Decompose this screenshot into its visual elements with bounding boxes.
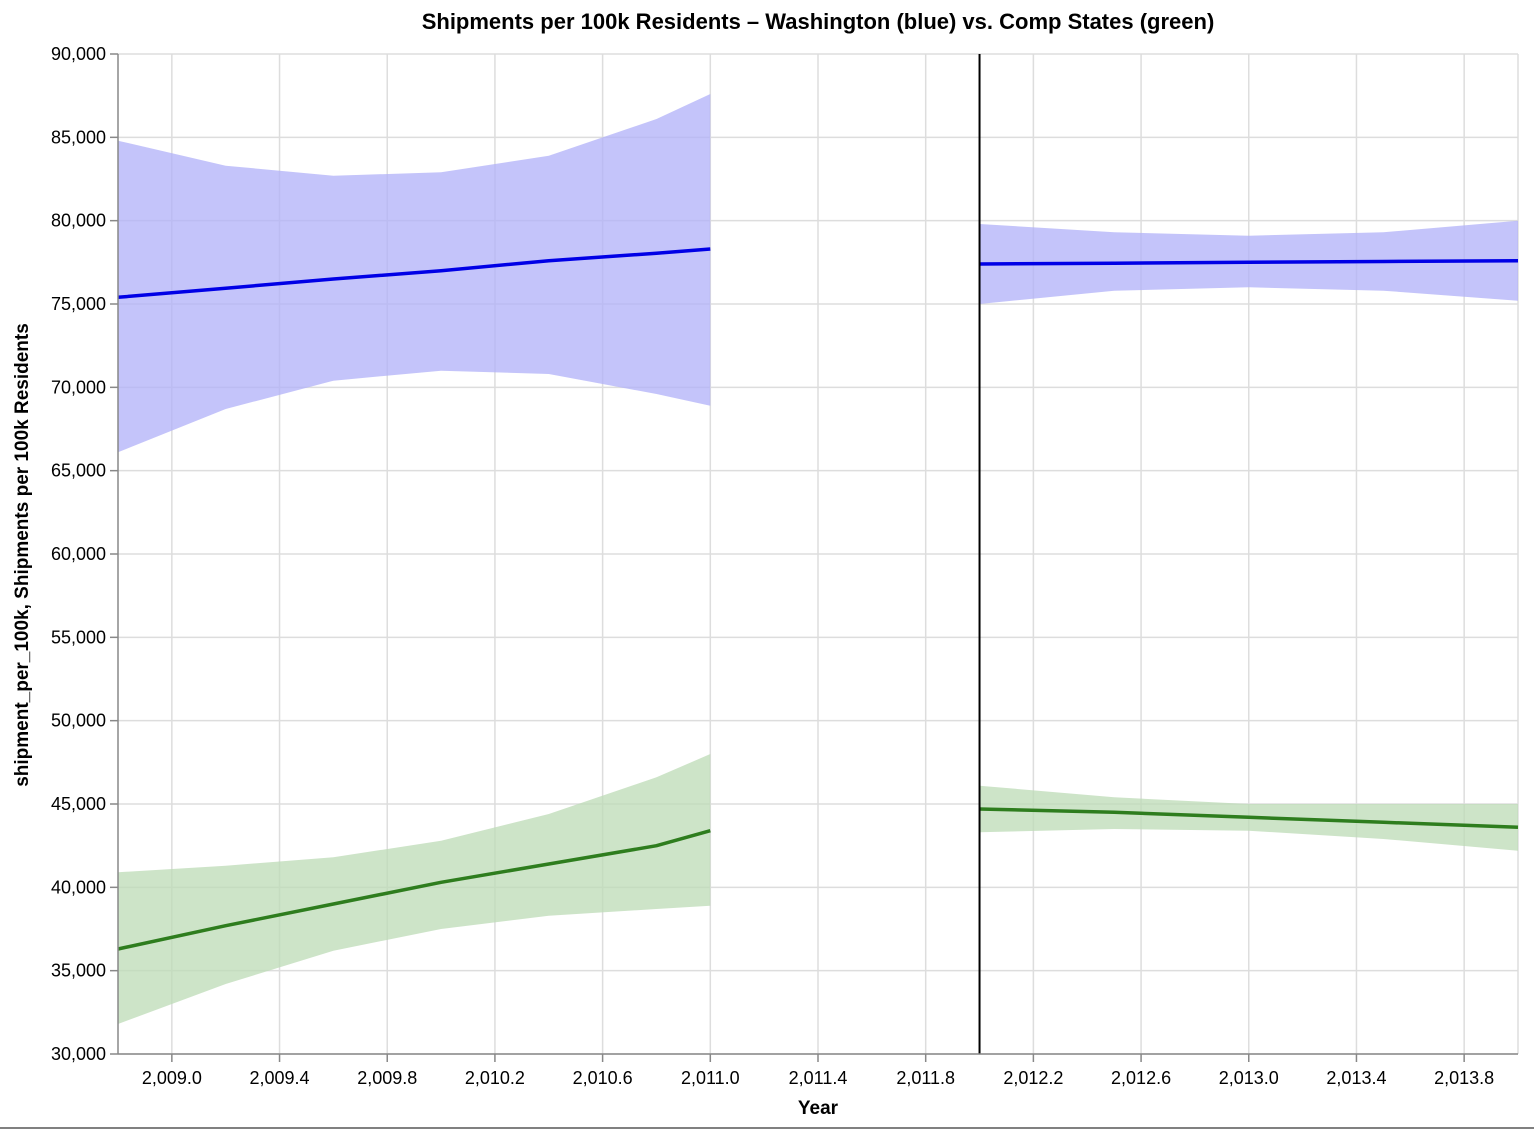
x-tick-label: 2,010.2 — [465, 1068, 525, 1088]
y-tick-label: 55,000 — [51, 627, 106, 647]
series-lines — [117, 247, 1519, 951]
axes — [110, 53, 1518, 1062]
x-tick-label: 2,013.8 — [1434, 1068, 1494, 1088]
comp-pre-line — [117, 829, 711, 951]
y-axis-title: shipment_per_100k, Shipments per 100k Re… — [12, 323, 33, 787]
x-tick-label: 2,011.8 — [896, 1068, 955, 1088]
y-tick-label: 30,000 — [51, 1044, 106, 1064]
y-tick-label: 60,000 — [51, 544, 106, 564]
y-tick-label: 70,000 — [51, 377, 106, 397]
y-tick-label: 50,000 — [51, 711, 106, 731]
x-tick-label: 2,013.0 — [1219, 1068, 1279, 1088]
x-tick-label: 2,009.0 — [142, 1068, 202, 1088]
y-tick-label: 35,000 — [51, 961, 106, 981]
x-tick-label: 2,013.4 — [1326, 1068, 1386, 1088]
washington-post-line — [979, 258, 1519, 266]
tick-labels: 2,009.0 2,009.4 2,009.8 2,010.2 2,010.6 2,011… — [51, 44, 1494, 1088]
y-tick-label: 90,000 — [51, 44, 106, 64]
x-tick-label: 2,011.4 — [789, 1068, 848, 1088]
x-tick-label: 2,009.4 — [250, 1068, 310, 1088]
washington-pre-line — [117, 247, 711, 300]
comp-post-line — [979, 807, 1519, 830]
y-tick-label: 40,000 — [51, 877, 106, 897]
x-tick-label: 2,009.8 — [357, 1068, 417, 1088]
chart-title: Shipments per 100k Residents – Washingto… — [422, 9, 1215, 34]
x-tick-label: 2,010.6 — [573, 1068, 633, 1088]
x-tick-label: 2,012.6 — [1111, 1068, 1171, 1088]
y-tick-label: 85,000 — [51, 127, 106, 147]
x-tick-label: 2,012.2 — [1003, 1068, 1063, 1088]
x-tick-label: 2,011.0 — [681, 1068, 740, 1088]
y-tick-label: 65,000 — [51, 461, 106, 481]
y-tick-label: 80,000 — [51, 211, 106, 231]
y-tick-label: 45,000 — [51, 794, 106, 814]
x-axis-title: Year — [798, 1098, 839, 1119]
y-tick-label: 75,000 — [51, 294, 106, 314]
